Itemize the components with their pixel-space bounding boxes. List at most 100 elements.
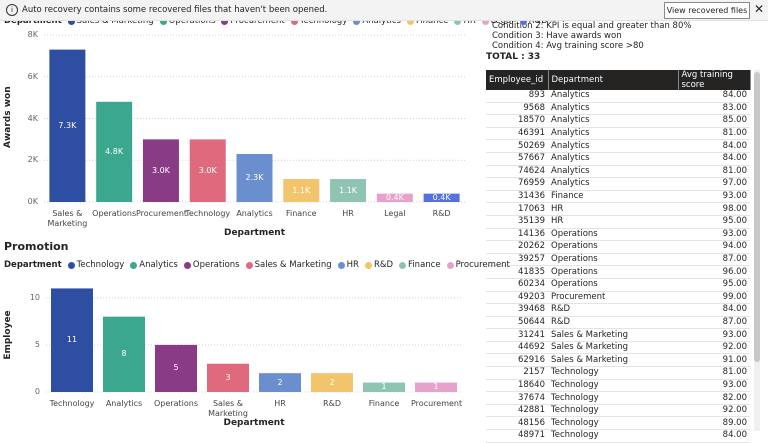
legend-swatch: [454, 17, 462, 25]
y-tick-label: 2K: [27, 155, 38, 165]
x-tick-label: Procurement: [411, 399, 463, 408]
value-label: 2.3K: [245, 172, 264, 182]
table-cell: 92.00: [678, 341, 750, 355]
x-axis-title: Department: [223, 228, 286, 238]
table-cell: Technology: [548, 366, 678, 380]
y-tick-label: 5: [34, 339, 40, 349]
value-label: 0.4K: [385, 192, 404, 202]
table-row: 74624 Analytics 81.00: [486, 165, 750, 179]
table-cell: Technology: [548, 416, 678, 431]
table-cell: 98.00: [678, 202, 750, 216]
total: TOTAL : 33: [486, 52, 541, 62]
legend-item: Technology: [290, 16, 347, 26]
legend-label: Technology: [76, 260, 125, 270]
table-cell: Operations: [548, 278, 678, 292]
legend-item: Sales & Marketing: [67, 16, 154, 26]
table-row: 37674 Technology 82.00: [486, 391, 750, 405]
table-cell: 18570: [486, 114, 548, 128]
table-cell: 37674: [486, 391, 548, 405]
view-recovered-button[interactable]: View recovered files: [664, 2, 750, 19]
table-row: 20262 Operations 94.00: [486, 240, 750, 254]
legend-title: Department: [4, 16, 62, 26]
legend-label: HR: [346, 260, 359, 270]
legend-item: Sales & Marketing: [245, 260, 332, 270]
legend-item: R&D: [519, 16, 548, 26]
notification-bar: i Auto recovery contains some recovered …: [0, 0, 768, 21]
legend-item: HR: [454, 16, 476, 26]
table-cell: 92.00: [678, 404, 750, 418]
bar: [103, 316, 145, 392]
column-header: Department: [548, 70, 679, 90]
legend-label: R&D: [528, 16, 548, 26]
table-cell: Sales & Marketing: [548, 353, 678, 368]
table-row: 18640 Technology 93.00: [486, 379, 750, 393]
chart-title: Promotion: [4, 240, 69, 253]
table-cell: 87.00: [678, 316, 750, 330]
legend-item: Finance: [399, 260, 441, 270]
legend-swatch: [290, 17, 298, 25]
table-cell: 9568: [486, 102, 548, 116]
table-cell: 89.00: [678, 416, 750, 431]
x-tick-label: R&D: [432, 209, 451, 218]
scrollbar-thumb[interactable]: [754, 72, 760, 362]
bar: [376, 193, 413, 202]
table-cell: HR: [548, 202, 678, 216]
table-row: 2157 Technology 81.00: [486, 366, 750, 380]
table-cell: 2157: [486, 366, 548, 380]
table-cell: R&D: [548, 316, 678, 330]
info-icon: i: [6, 4, 18, 16]
table-cell: 50644: [486, 316, 548, 330]
legend-item: Analytics: [353, 16, 401, 26]
table-row: 76959 Analytics 97.00: [486, 177, 750, 191]
legend-label: Finance: [415, 16, 449, 26]
table-cell: 41835: [486, 265, 548, 279]
table-row: 50269 Analytics 84.00: [486, 139, 750, 153]
column-header: Employee_id: [486, 70, 549, 90]
bar: [236, 153, 273, 202]
table-cell: 31436: [486, 190, 548, 204]
table-cell: 17063: [486, 202, 548, 216]
table-cell: 93.00: [678, 190, 750, 204]
legend-item: Procurement: [446, 260, 510, 270]
table-row: 62916 Sales & Marketing 91.00: [486, 353, 750, 368]
x-tick-label: Operations: [154, 399, 198, 408]
bar: [51, 288, 93, 392]
table-cell: Analytics: [548, 139, 678, 153]
value-label: 2: [329, 377, 335, 387]
x-tick-label: Finance: [285, 209, 317, 218]
legend-label: Operations: [168, 16, 216, 26]
legend-swatch: [364, 261, 372, 269]
table-row: 9568 Analytics 83.00: [486, 102, 750, 116]
legend-label: Analytics: [362, 16, 401, 26]
x-tick-label: R&D: [323, 399, 341, 408]
table-cell: Analytics: [548, 114, 678, 128]
table-cell: 85.00: [678, 114, 750, 128]
legend-item: Legal: [481, 16, 514, 26]
table-cell: 81.00: [678, 165, 750, 179]
bar: [259, 373, 301, 392]
header-row: Employee_id Department Avg training score: [486, 70, 751, 90]
value-label: 1.1K: [339, 185, 358, 195]
table-cell: Technology: [548, 404, 678, 418]
table-row: 893 Analytics 84.00: [486, 90, 750, 103]
legend-label: HR: [463, 16, 476, 26]
bar: [189, 139, 226, 202]
close-button[interactable]: ✕: [754, 2, 765, 16]
table-cell: Operations: [548, 228, 678, 242]
bar: [311, 373, 353, 392]
bar: [207, 363, 249, 392]
legend-item: Technology: [67, 260, 125, 270]
table-row: 39257 Operations 87.00: [486, 253, 750, 267]
table-cell: 20262: [486, 240, 548, 254]
value-label: 3: [225, 372, 231, 382]
table-cell: Sales & Marketing: [548, 328, 678, 342]
table-cell: 84.00: [678, 303, 750, 317]
legend-swatch: [446, 261, 454, 269]
table-cell: Procurement: [548, 291, 678, 305]
table-cell: 893: [486, 90, 548, 103]
legend-swatch: [353, 17, 361, 25]
legend-swatch: [399, 261, 407, 269]
table-cell: 81.00: [678, 366, 750, 380]
bar: [283, 179, 320, 202]
condition: Condition 2: KPI is equal and greater th…: [492, 21, 692, 31]
